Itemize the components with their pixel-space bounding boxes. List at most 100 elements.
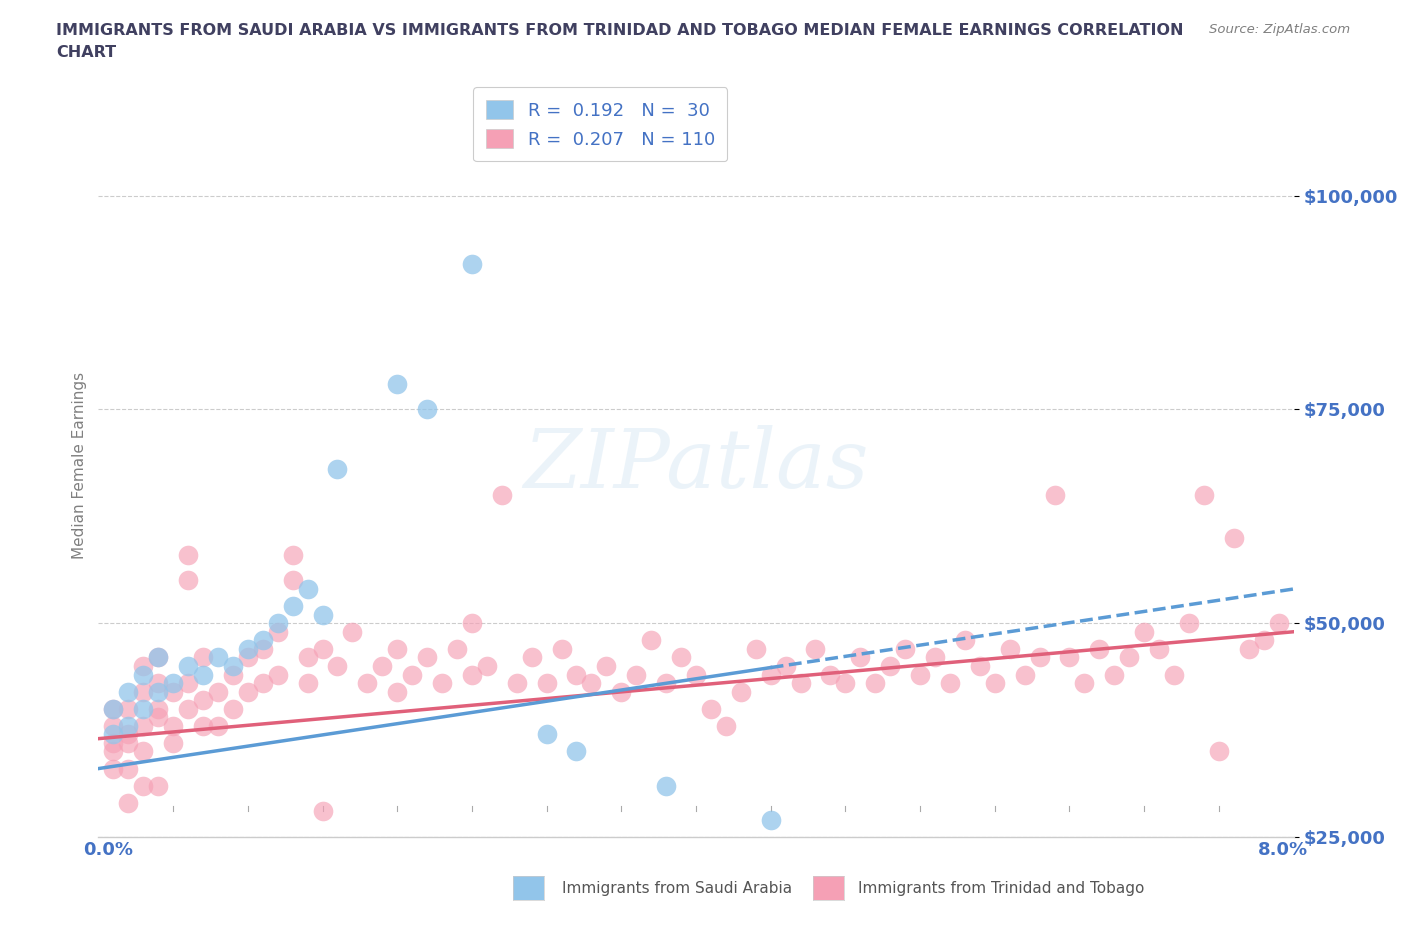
Point [506, 675, 529, 690]
Point [148, 710, 170, 724]
Point [416, 650, 439, 665]
Point [132, 658, 155, 673]
Point [191, 718, 214, 733]
Point [222, 658, 245, 673]
Point [162, 675, 184, 690]
Point [385, 377, 409, 392]
Text: 0.0%: 0.0% [83, 842, 134, 859]
Point [103, 744, 125, 759]
Point [297, 675, 319, 690]
Point [655, 675, 678, 690]
Point [385, 684, 409, 699]
Y-axis label: Median Female Earnings: Median Female Earnings [72, 371, 87, 559]
Point [1104, 667, 1126, 682]
Point [685, 864, 707, 879]
Point [177, 701, 200, 716]
Point [908, 667, 931, 682]
Point [714, 718, 737, 733]
Point [311, 607, 333, 622]
Point [103, 701, 125, 716]
Point [117, 736, 139, 751]
Point [565, 667, 588, 682]
Point [491, 487, 513, 502]
Point [281, 573, 304, 588]
Point [401, 667, 423, 682]
Point [475, 658, 498, 673]
Point [700, 701, 723, 716]
Point [297, 650, 319, 665]
Point [1237, 642, 1260, 657]
Point [222, 667, 245, 682]
Point [610, 684, 633, 699]
Point [969, 658, 991, 673]
Legend: R =  0.192   N =  30, R =  0.207   N = 110: R = 0.192 N = 30, R = 0.207 N = 110 [474, 87, 727, 161]
Point [148, 650, 170, 665]
Point [117, 727, 139, 742]
Point [326, 462, 349, 477]
Point [565, 744, 588, 759]
Text: IMMIGRANTS FROM SAUDI ARABIA VS IMMIGRANTS FROM TRINIDAD AND TOBAGO MEDIAN FEMAL: IMMIGRANTS FROM SAUDI ARABIA VS IMMIGRAN… [56, 23, 1184, 38]
Point [132, 744, 155, 759]
Point [236, 642, 259, 657]
Point [132, 701, 155, 716]
Text: ZIPatlas: ZIPatlas [523, 425, 869, 505]
Point [1208, 744, 1230, 759]
Point [222, 701, 245, 716]
Point [103, 727, 125, 742]
Point [177, 675, 200, 690]
Point [461, 616, 484, 631]
Point [342, 624, 364, 639]
Point [162, 718, 184, 733]
Point [655, 778, 678, 793]
Point [177, 658, 200, 673]
Point [326, 658, 349, 673]
Point [416, 402, 439, 417]
Point [191, 693, 214, 708]
Point [730, 684, 752, 699]
Point [236, 684, 259, 699]
Point [103, 761, 125, 776]
Point [640, 633, 662, 648]
Point [1163, 667, 1185, 682]
Point [281, 599, 304, 614]
Point [939, 675, 962, 690]
Point [267, 616, 290, 631]
Point [148, 701, 170, 716]
Point [356, 675, 378, 690]
Point [669, 650, 692, 665]
Point [385, 642, 409, 657]
Point [207, 650, 229, 665]
Point [191, 650, 214, 665]
Point [1014, 667, 1036, 682]
Point [1133, 624, 1156, 639]
Point [775, 658, 797, 673]
Point [789, 675, 811, 690]
Point [998, 642, 1021, 657]
Point [162, 684, 184, 699]
Point [117, 701, 139, 716]
Text: Immigrants from Saudi Arabia: Immigrants from Saudi Arabia [562, 881, 793, 896]
Point [191, 667, 214, 682]
Point [371, 658, 394, 673]
Point [1118, 650, 1140, 665]
Point [626, 667, 648, 682]
Point [581, 675, 603, 690]
Point [148, 684, 170, 699]
Point [1178, 616, 1201, 631]
Point [685, 667, 707, 682]
Point [520, 650, 543, 665]
Point [132, 718, 155, 733]
Point [1043, 487, 1066, 502]
Point [984, 675, 1007, 690]
Point [267, 667, 290, 682]
Point [252, 642, 274, 657]
Point [924, 650, 946, 665]
Point [1223, 530, 1246, 545]
Point [461, 257, 484, 272]
Point [1073, 675, 1095, 690]
Point [1028, 650, 1050, 665]
Point [148, 675, 170, 690]
Point [745, 642, 768, 657]
Point [252, 633, 274, 648]
Point [759, 813, 782, 828]
